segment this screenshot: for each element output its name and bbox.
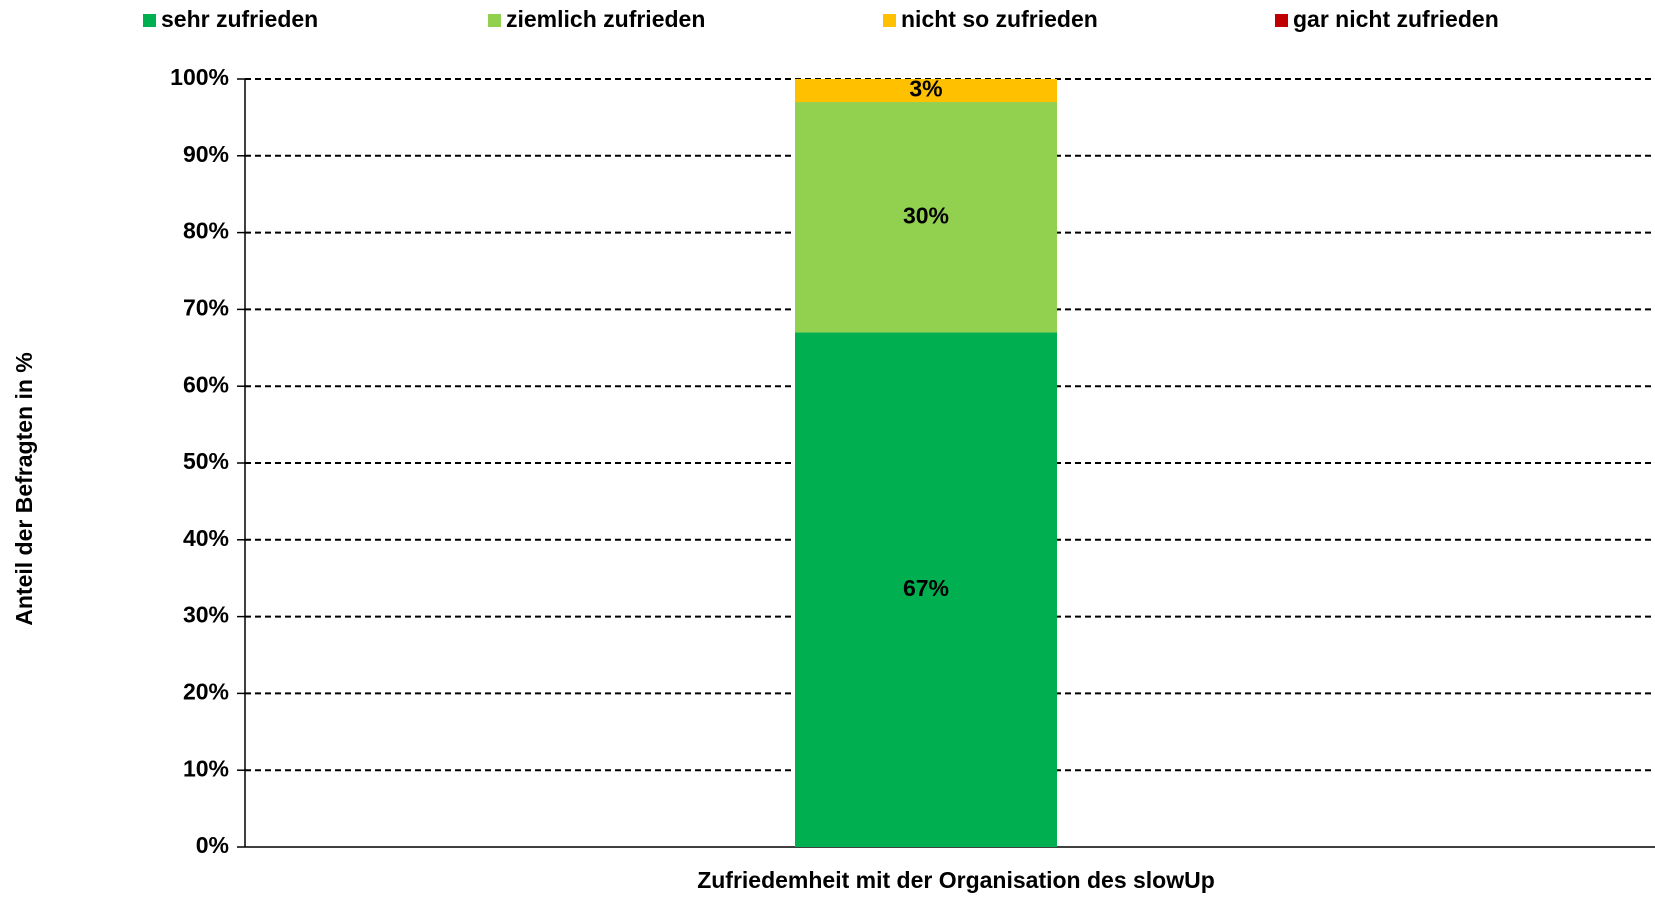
- y-tick-label: 70%: [183, 294, 229, 320]
- y-tick-label: 10%: [183, 755, 229, 781]
- y-tick-label: 90%: [183, 141, 229, 167]
- legend-label: sehr zufrieden: [161, 6, 318, 32]
- y-tick-label: 30%: [183, 602, 229, 628]
- data-label: 67%: [903, 575, 949, 601]
- y-tick-label: 40%: [183, 525, 229, 551]
- y-tick-label: 20%: [183, 678, 229, 704]
- y-tick-label: 80%: [183, 218, 229, 244]
- legend-swatch: [488, 14, 501, 27]
- y-axis-title: Anteil der Befragten in %: [11, 352, 37, 625]
- bar-segment: [795, 102, 1057, 333]
- legend-swatch: [143, 14, 156, 27]
- y-tick-label: 100%: [170, 64, 229, 90]
- y-tick-label: 60%: [183, 371, 229, 397]
- legend-swatch: [883, 14, 896, 27]
- data-label: 3%: [909, 76, 942, 102]
- legend-label: nicht so zufrieden: [901, 6, 1098, 32]
- legend-label: gar nicht zufrieden: [1293, 6, 1499, 32]
- y-tick-label: 0%: [196, 832, 229, 858]
- x-axis-title: Zufriedemheit mit der Organisation des s…: [697, 867, 1215, 893]
- data-label: 30%: [903, 202, 949, 228]
- bar-segment: [795, 332, 1057, 847]
- y-tick-label: 50%: [183, 448, 229, 474]
- legend-label: ziemlich zufrieden: [506, 6, 705, 32]
- legend-swatch: [1275, 14, 1288, 27]
- bar-segment: [795, 79, 1057, 103]
